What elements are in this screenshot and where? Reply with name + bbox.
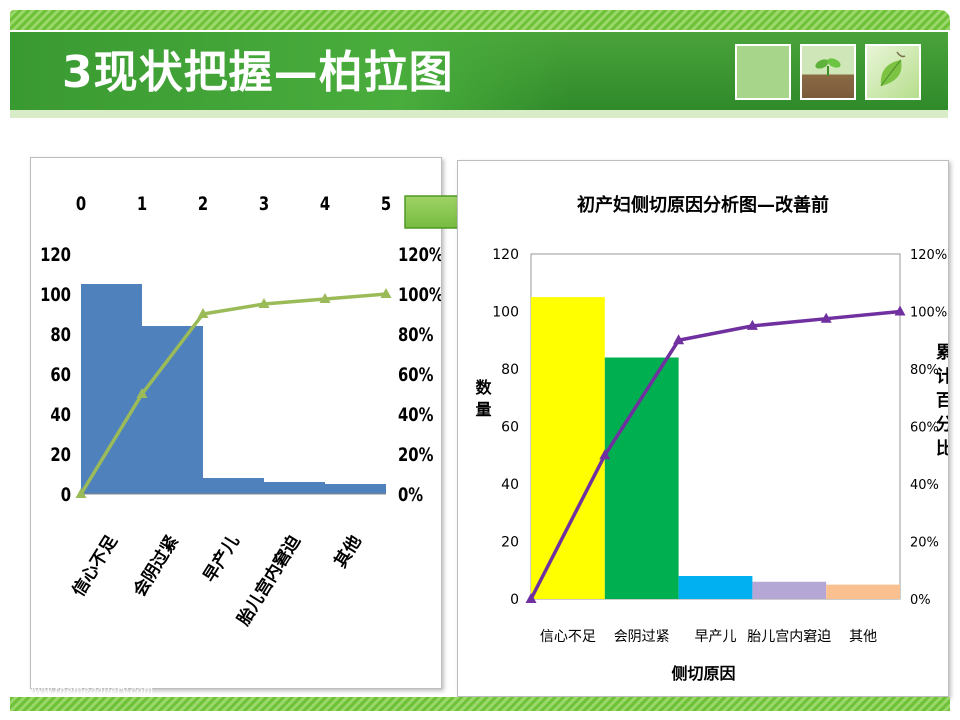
category-label: 其他 xyxy=(849,629,877,645)
y2-tick-label: 20% xyxy=(398,444,433,466)
category-label: 信心不足 xyxy=(540,629,596,645)
sprout-icon xyxy=(815,58,841,76)
top-x-tick-label: 2 xyxy=(198,193,208,215)
pareto-chart-left: 0 20 40 60 80 100 120 0% 20% 40% 60% 80% 100% 120% 0 1 2… xyxy=(40,193,444,629)
footer-stripe xyxy=(10,697,950,711)
category-label: 会阴过紧 xyxy=(129,532,183,601)
x-axis-label: 侧切原因 xyxy=(671,664,735,683)
bar-3 xyxy=(264,482,325,494)
y-tick-label: 0 xyxy=(510,592,519,608)
cumulative-point-0 xyxy=(75,488,87,498)
category-label: 会阴过紧 xyxy=(614,629,670,645)
category-label: 其他 xyxy=(330,532,366,572)
y-tick-label: 80 xyxy=(501,362,519,378)
y2-tick-label: 60% xyxy=(910,421,939,436)
title-underline xyxy=(10,110,948,118)
bar-0 xyxy=(81,284,142,494)
bar-3 xyxy=(752,581,827,599)
y2-tick-label: 40% xyxy=(398,404,433,426)
y2-tick-label: 20% xyxy=(910,536,939,551)
cumulative-point-5 xyxy=(894,305,906,316)
thumbnail-leaf xyxy=(865,44,921,100)
y-axis-label: 数量 xyxy=(473,378,492,423)
footer-url: www.themegallery.com xyxy=(24,684,154,697)
cumulative-point-4 xyxy=(319,293,331,303)
bar-1 xyxy=(604,357,679,599)
bar-4 xyxy=(325,484,386,494)
y-tick-label: 40 xyxy=(50,404,71,426)
top-x-tick-label: 1 xyxy=(137,193,147,215)
y-tick-label: 60 xyxy=(501,420,519,436)
cumulative-point-5 xyxy=(380,288,392,298)
category-label: 信心不足 xyxy=(68,532,122,601)
bar-2 xyxy=(678,576,753,599)
pareto-chart-left-panel: 0 20 40 60 80 100 120 0% 20% 40% 60% 80% 100% 120% 0 1 2… xyxy=(30,157,444,689)
y-tick-label: 20 xyxy=(501,535,519,551)
bar-0 xyxy=(531,297,605,599)
y2-tick-label: 0% xyxy=(910,593,931,608)
cumulative-point-0 xyxy=(525,593,537,603)
y2-tick-label: 0% xyxy=(398,484,423,506)
cumulative-point-2 xyxy=(673,334,685,345)
y2-tick-label: 100% xyxy=(910,306,947,321)
cumulative-line xyxy=(529,309,901,600)
y-tick-label: 40 xyxy=(501,477,519,493)
cumulative-point-4 xyxy=(820,312,832,323)
y2-tick-label: 80% xyxy=(910,363,939,378)
y2-tick-label: 60% xyxy=(398,364,433,386)
top-x-tick-label: 5 xyxy=(381,193,391,215)
category-label: 早产儿 xyxy=(199,532,244,586)
pareto-chart-right: 初产妇侧切原因分析图—改善前 0 20 40 60 80 100 120 0% 20% 40% 60%… xyxy=(473,194,953,683)
y2-tick-label: 120% xyxy=(910,248,947,263)
thumbnail-sprout xyxy=(800,44,856,100)
y-tick-label: 80 xyxy=(50,324,71,346)
category-label: 胎儿宫内窘迫 xyxy=(747,629,831,645)
cumulative-point-3 xyxy=(746,319,758,330)
page-title: 3现状把握—柏拉图 xyxy=(62,47,454,98)
title-bar xyxy=(10,32,948,110)
y-tick-label: 120 xyxy=(492,247,519,263)
chart-title: 初产妇侧切原因分析图—改善前 xyxy=(577,194,829,216)
y-tick-label: 20 xyxy=(50,444,71,466)
y2-tick-label: 120% xyxy=(398,244,441,266)
cumulative-point-1 xyxy=(599,449,611,460)
category-label: 早产儿 xyxy=(695,629,737,645)
pareto-chart-right-panel: 初产妇侧切原因分析图—改善前 0 20 40 60 80 100 120 0% 20% 40% 60%… xyxy=(457,160,953,697)
top-x-tick-label: 4 xyxy=(320,193,330,215)
y-tick-label: 120 xyxy=(40,244,71,266)
header-stripe xyxy=(10,10,950,30)
category-label: 胎儿宫内窘迫 xyxy=(233,531,305,629)
y2-axis-label: 累计百分比 xyxy=(932,343,948,463)
y2-tick-label: 80% xyxy=(398,324,433,346)
thumbnail-plain xyxy=(735,44,791,100)
y-tick-label: 0 xyxy=(61,484,71,506)
top-x-tick-label: 3 xyxy=(259,193,269,215)
y-tick-label: 100 xyxy=(492,305,519,321)
top-x-tick-label: 0 xyxy=(76,193,86,215)
cumulative-point-3 xyxy=(258,298,270,308)
cumulative-line xyxy=(79,292,387,495)
cumulative-point-2 xyxy=(197,308,209,318)
cumulative-point-1 xyxy=(136,388,148,398)
bar-2 xyxy=(203,478,264,494)
bar-4 xyxy=(826,584,900,599)
y-tick-label: 100 xyxy=(40,284,71,306)
y2-tick-label: 100% xyxy=(398,284,441,306)
leaf-icon xyxy=(880,51,906,87)
y-tick-label: 60 xyxy=(50,364,71,386)
y2-tick-label: 40% xyxy=(910,478,939,493)
